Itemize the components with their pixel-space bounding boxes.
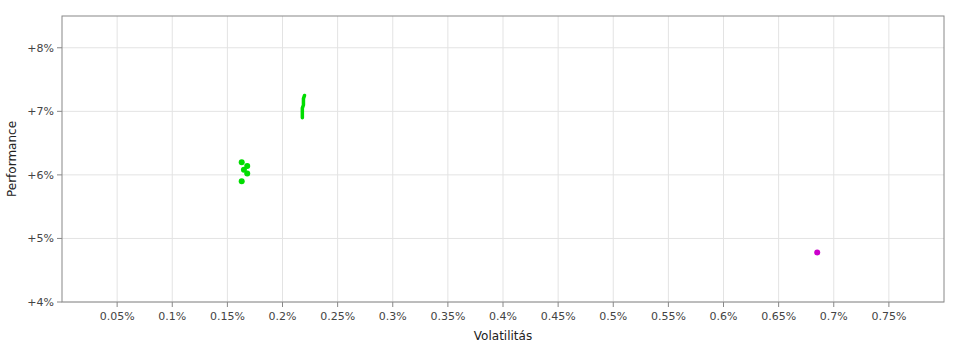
x-grid-line [503,16,504,302]
x-tick-label: 0.2% [269,310,297,323]
marks [239,95,821,255]
x-tick [172,302,173,307]
x-tick [778,302,779,307]
plot-frame [62,16,944,302]
x-tick [723,302,724,307]
x-grid-line [117,16,118,302]
y-tick-label: +5% [27,232,54,245]
x-tick [392,302,393,307]
x-tick [337,302,338,307]
x-grid-line [282,16,283,302]
x-tick [117,302,118,307]
chart-svg: 0.05% 0.1% 0.15% 0.2% 0.25% 0.3% 0.35% 0.4% 0.45… [0,0,966,350]
x-tick-label: 0.25% [320,310,355,323]
x-tick [833,302,834,307]
x-grid-line [337,16,338,302]
scatter-point [239,178,245,184]
x-tick [503,302,504,307]
x-tick-label: 0.1% [158,310,186,323]
grid [62,16,944,302]
x-grid-line [172,16,173,302]
x-tick-label: 0.45% [541,310,576,323]
x-grid-line [668,16,669,302]
y-tick [57,174,62,175]
x-tick-label: 0.7% [820,310,848,323]
y-tick-label: +7% [27,105,54,118]
y-grid-line [62,174,944,175]
x-axis-title: Volatilitás [474,329,532,343]
x-grid-line [888,16,889,302]
series-line [302,95,304,117]
axes: 0.05% 0.1% 0.15% 0.2% 0.25% 0.3% 0.35% 0.4% 0.45… [5,16,944,343]
scatter-point [239,159,245,165]
y-grid-line [62,111,944,112]
x-tick-label: 0.05% [100,310,135,323]
x-tick [558,302,559,307]
x-tick [227,302,228,307]
y-tick [57,302,62,303]
x-tick-label: 0.75% [871,310,906,323]
x-tick [668,302,669,307]
x-grid-line [778,16,779,302]
x-grid-line [833,16,834,302]
x-tick-label: 0.4% [489,310,517,323]
y-tick-label: +6% [27,169,54,182]
x-tick [613,302,614,307]
x-tick [447,302,448,307]
y-tick [57,238,62,239]
y-tick-label: +4% [27,296,54,309]
x-grid-line [227,16,228,302]
y-axis-title: Performance [5,121,19,197]
y-grid-line [62,47,944,48]
x-grid-line [723,16,724,302]
x-grid-line [558,16,559,302]
chart-container: 0.05% 0.1% 0.15% 0.2% 0.25% 0.3% 0.35% 0.4% 0.45… [0,0,966,350]
x-tick [888,302,889,307]
y-grid-line [62,238,944,239]
y-tick-label: +8% [27,42,54,55]
plot-area [62,16,944,302]
x-tick-label: 0.3% [379,310,407,323]
x-grid-line [392,16,393,302]
x-tick-label: 0.6% [710,310,738,323]
scatter-point [244,171,250,177]
x-grid-line [613,16,614,302]
x-tick-label: 0.15% [210,310,245,323]
x-grid-line [447,16,448,302]
y-tick [57,47,62,48]
x-tick-label: 0.65% [761,310,796,323]
x-tick-label: 0.35% [430,310,465,323]
y-tick [57,111,62,112]
scatter-point [814,249,820,255]
x-tick-label: 0.5% [599,310,627,323]
x-tick-label: 0.55% [651,310,686,323]
x-tick [282,302,283,307]
